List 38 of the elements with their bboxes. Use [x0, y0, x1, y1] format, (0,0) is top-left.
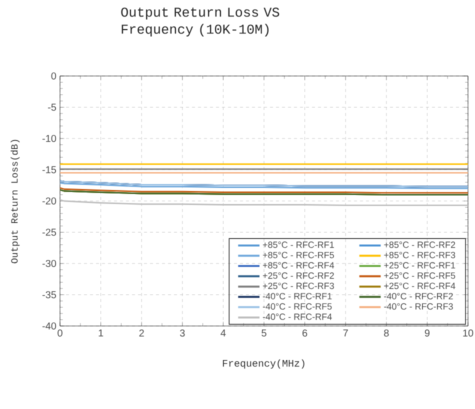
x-tick-label: 1	[98, 330, 104, 336]
legend-label: -40°C - RFC-RF5	[262, 303, 332, 310]
y-tick-label: -20	[42, 197, 56, 205]
legend-label: +85°C - RFC-RF4	[262, 262, 334, 269]
legend-label: +85°C - RFC-RF3	[384, 252, 456, 258]
x-tick-label: 5	[262, 330, 266, 336]
x-tick-label: 6	[302, 330, 308, 337]
x-tick-label: 9	[424, 330, 430, 337]
legend-label: -40°C - RFC-RF2	[384, 292, 453, 300]
y-axis-title: Output Return Loss(dB)	[10, 140, 20, 264]
legend-label: +25°C - RFC-RF1	[384, 262, 456, 269]
legend-label: +25°C - RFC-RF5	[384, 272, 456, 279]
legend-label: -40°C - RFC-RF1	[262, 292, 332, 300]
chart-title: Output Return Loss VS Frequency (10K-10M)	[121, 8, 280, 36]
x-tick-label: 7	[343, 330, 348, 336]
y-tick-label: -15	[42, 166, 56, 174]
legend-label: +25°C - RFC-RF2	[262, 272, 334, 279]
x-axis-title: Frequency(MHz)	[222, 359, 304, 369]
legend-label: -40°C - RFC-RF3	[384, 303, 453, 310]
legend-label: +85°C - RFC-RF1	[262, 242, 334, 248]
y-tick-label: -35	[42, 291, 56, 298]
y-tick-label: -30	[42, 260, 56, 268]
legend-label: +25°C - RFC-RF3	[262, 282, 334, 290]
legend-label: -40°C - RFC-RF4	[262, 314, 332, 320]
x-tick-label: 10	[463, 330, 474, 337]
x-tick-label: 4	[220, 330, 226, 336]
x-tick-label: 2	[139, 330, 144, 336]
y-tick-label: -25	[42, 228, 56, 236]
legend-label: +25°C - RFC-RF4	[384, 282, 456, 290]
x-tick-label: 0	[58, 330, 62, 337]
y-tick-label: -10	[42, 134, 56, 142]
legend-label: +85°C - RFC-RF5	[262, 252, 334, 258]
y-tick-label: -40	[42, 322, 56, 330]
x-tick-label: 3	[180, 330, 185, 337]
legend-label: +85°C - RFC-RF2	[384, 242, 456, 248]
y-tick-label: 0	[51, 72, 56, 80]
y-tick-label: -5	[48, 104, 56, 111]
x-tick-label: 8	[384, 330, 389, 337]
